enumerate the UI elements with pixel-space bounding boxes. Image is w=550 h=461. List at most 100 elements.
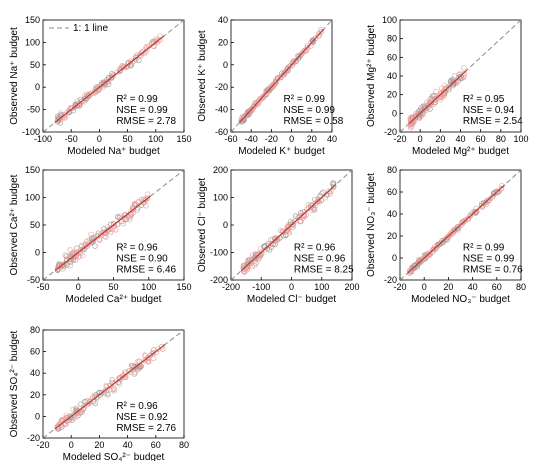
data-point — [423, 252, 430, 258]
plot-frame — [42, 19, 185, 133]
data-point — [431, 93, 437, 99]
data-point — [446, 233, 452, 239]
data-point — [287, 62, 294, 69]
data-point — [312, 196, 318, 203]
data-point — [320, 189, 326, 195]
data-point — [101, 80, 107, 87]
data-point — [113, 227, 119, 233]
stat-label: RMSE = 6.46 — [116, 264, 176, 275]
regression-line — [239, 29, 324, 123]
stat-label: RMSE = 8.25 — [294, 264, 354, 275]
data-point — [258, 248, 265, 255]
data-point — [461, 71, 467, 77]
y-tick-label: 150 — [25, 15, 40, 25]
data-point — [261, 247, 267, 254]
x-tick-label: -200 — [222, 282, 240, 292]
y-tick-label: 20 — [387, 90, 397, 100]
data-point — [85, 241, 91, 247]
y-axis-label: Observed Cl⁻ budget — [197, 178, 208, 272]
data-point — [278, 227, 284, 234]
x-tick-label: -20 — [393, 134, 406, 144]
regression-line — [54, 195, 151, 271]
x-tick-label: 40 — [468, 282, 478, 292]
data-point — [63, 421, 69, 427]
data-point — [123, 372, 129, 379]
y-tick-label: 50 — [30, 60, 40, 70]
y-tick-label: 40 — [387, 71, 397, 81]
data-point — [132, 54, 139, 61]
data-point — [487, 195, 494, 202]
data-point — [78, 401, 84, 407]
x-axis-label: Modeled NO₃⁻ budget — [411, 294, 510, 305]
y-tick-label: -20 — [27, 433, 40, 443]
data-point — [117, 68, 123, 74]
x-tick-label: 40 — [327, 134, 337, 144]
data-point — [144, 191, 151, 197]
data-point — [134, 366, 141, 372]
data-point — [302, 47, 308, 53]
y-tick-label: 20 — [387, 231, 397, 241]
panel-mg: -20 0 20 40 60 80 100 -20 0 20 40 60 80 100 R² = 0.95N… — [366, 15, 529, 157]
panel-na: -100 -50 0 50 100 150 -100 -50 0 50 100 150 R² = 0.9… — [9, 15, 192, 157]
x-tick-label: -50 — [65, 134, 78, 144]
x-tick-label: 40 — [455, 134, 465, 144]
data-point — [282, 69, 288, 75]
data-point — [331, 183, 337, 190]
data-point — [435, 241, 441, 247]
regression-line — [240, 184, 337, 272]
data-point — [498, 185, 505, 192]
regression-line — [407, 184, 506, 274]
data-point — [76, 254, 82, 260]
data-point — [142, 197, 149, 203]
x-tick-label: 100 — [314, 282, 329, 292]
y-tick-label: 40 — [30, 368, 40, 378]
data-point — [472, 209, 479, 216]
x-tick-label: -20 — [36, 440, 49, 450]
data-point — [283, 68, 290, 74]
data-point — [67, 247, 73, 253]
panel-k: -60 -40 -20 0 20 40 -60 -40 -20 0 20 40 R² = 0.99NSE… — [197, 15, 344, 157]
stat-label: RMSE = 2.78 — [116, 116, 176, 127]
y-tick-label: 0 — [35, 82, 40, 92]
data-point — [287, 219, 294, 225]
data-point — [247, 107, 253, 113]
data-point — [92, 243, 98, 249]
data-point — [58, 262, 65, 269]
plot-area — [400, 20, 521, 132]
data-point — [111, 221, 117, 227]
stat-label: R² = 0.99 — [463, 242, 505, 253]
x-axis-label: Modeled K⁺ budget — [238, 146, 325, 157]
y-tick-label: 100 — [25, 37, 40, 47]
data-point — [107, 383, 114, 389]
data-point — [115, 214, 121, 221]
stat-label: RMSE = 0.58 — [284, 116, 344, 127]
data-point — [103, 382, 109, 389]
data-point — [130, 207, 136, 214]
x-tick-label: 40 — [123, 440, 133, 450]
data-point — [88, 231, 94, 238]
x-axis-label: Modeled SO₄²⁻ budget — [63, 452, 165, 461]
y-tick-label: -60 — [215, 127, 228, 137]
y-tick-label: 200 — [213, 165, 228, 175]
data-point — [255, 253, 262, 259]
data-point — [136, 57, 142, 63]
data-point — [63, 412, 70, 418]
data-point — [460, 219, 467, 225]
x-tick-label: 0 — [97, 134, 102, 144]
data-point — [93, 86, 99, 92]
y-tick-label: -40 — [215, 105, 228, 115]
data-point — [241, 269, 248, 275]
x-axis-label: Modeled Cl⁻ budget — [247, 294, 336, 305]
y-tick-label: 60 — [30, 347, 40, 357]
y-tick-label: 100 — [25, 193, 40, 203]
regression-line — [54, 344, 166, 430]
y-tick-label: -100 — [210, 248, 228, 258]
x-tick-label: 150 — [176, 134, 191, 144]
data-point — [144, 355, 151, 361]
data-point — [74, 103, 81, 109]
y-tick-label: 40 — [218, 15, 228, 25]
data-point — [60, 266, 66, 272]
data-point — [123, 215, 129, 222]
x-tick-label: 80 — [516, 282, 526, 292]
